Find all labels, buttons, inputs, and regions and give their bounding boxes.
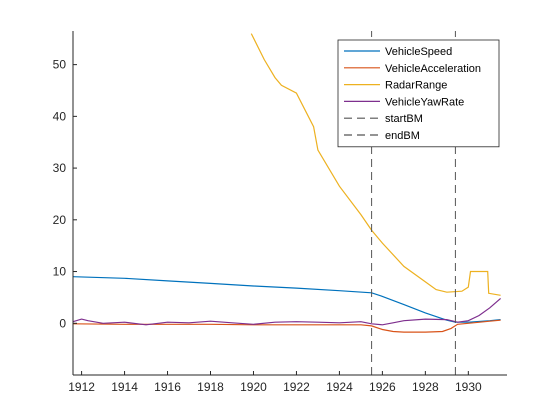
legend-label-radarrange: RadarRange xyxy=(385,80,447,92)
x-tick-label: 1928 xyxy=(412,380,439,394)
y-tick-label: 0 xyxy=(59,316,66,330)
legend-label-startbm: startBM xyxy=(385,113,423,125)
x-tick-label: 1924 xyxy=(326,380,353,394)
y-axis: 0 10 20 30 40 50 xyxy=(53,31,77,375)
legend-box xyxy=(337,39,500,148)
legend-label-vehicleyawrate: VehicleYawRate xyxy=(385,96,464,108)
x-tick-label: 1930 xyxy=(455,380,482,394)
legend-label-endbm: endBM xyxy=(385,130,420,142)
series-line-vehicleacceleration xyxy=(72,319,501,333)
x-tick-label: 1918 xyxy=(197,380,224,394)
x-tick-label: 1920 xyxy=(240,380,267,394)
y-tick-label: 40 xyxy=(53,109,67,123)
x-tick-label: 1914 xyxy=(111,380,138,394)
y-tick-label: 10 xyxy=(53,265,67,279)
legend: VehicleSpeed VehicleAcceleration RadarRang… xyxy=(337,39,500,148)
y-tick-label: 50 xyxy=(53,58,67,72)
y-tick-label: 20 xyxy=(53,213,67,227)
x-tick-label: 1922 xyxy=(283,380,310,394)
series-line-radarrange xyxy=(250,33,501,296)
series-layer xyxy=(72,31,501,375)
x-tick-label: 1916 xyxy=(154,380,181,394)
legend-label-vehicleacceleration: VehicleAcceleration xyxy=(385,63,481,75)
x-tick-label: 1912 xyxy=(68,380,95,394)
legend-label-vehiclespeed: VehicleSpeed xyxy=(385,46,452,58)
y-tick-label: 30 xyxy=(53,161,67,175)
x-axis: 1912 1914 1916 1918 1920 1922 1924 1926 1928 1930 xyxy=(68,371,507,394)
x-tick-label: 1926 xyxy=(369,380,396,394)
series-line-vehicleyawrate xyxy=(72,297,501,326)
